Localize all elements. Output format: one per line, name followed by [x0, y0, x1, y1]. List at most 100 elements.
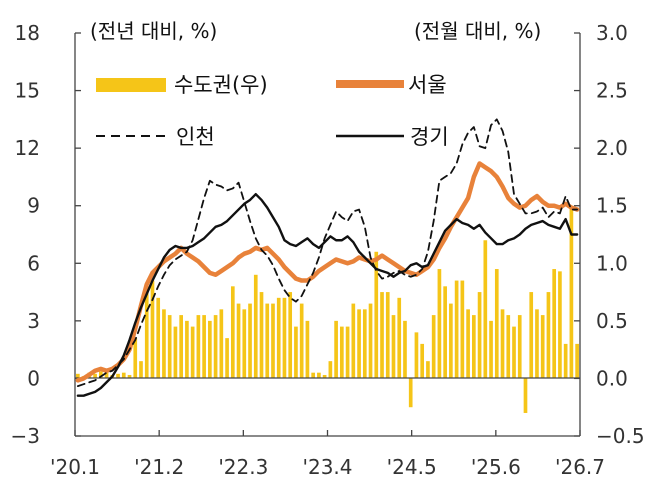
bar — [575, 343, 579, 379]
bar — [449, 303, 453, 379]
bar — [535, 309, 539, 379]
bar — [242, 309, 247, 379]
bar — [173, 326, 178, 379]
left-tick-label: 6 — [27, 251, 40, 275]
right-axis-unit-label: (전월 대비, %) — [414, 19, 541, 43]
left-tick-label: 15 — [15, 79, 40, 103]
right-tick-label: 2.5 — [596, 79, 628, 103]
bar — [98, 371, 103, 379]
bar — [167, 315, 172, 379]
left-tick-label: 0 — [27, 366, 40, 390]
left-axis-unit-label: (전년 대비, %) — [90, 19, 217, 43]
legend-label-seoul: 서울 — [408, 73, 447, 97]
bar — [569, 205, 574, 379]
bar — [190, 326, 195, 379]
bar-series-sudogwon — [76, 205, 579, 413]
bar — [546, 292, 551, 379]
bar — [558, 271, 562, 379]
bar — [460, 280, 465, 379]
left-tick-label: 12 — [15, 136, 40, 160]
bar — [230, 286, 235, 379]
bar — [179, 315, 183, 379]
bar — [506, 315, 511, 379]
right-tick-label: 2.0 — [596, 136, 628, 160]
bar — [202, 315, 206, 379]
bar — [420, 343, 425, 379]
left-tick-label: 18 — [15, 21, 40, 45]
bar — [150, 280, 155, 379]
bar — [380, 292, 384, 379]
line-series-경기 — [76, 193, 579, 397]
bar — [236, 303, 241, 379]
bar — [368, 303, 373, 379]
bar — [351, 303, 356, 379]
bar — [374, 251, 379, 379]
bar — [345, 326, 350, 379]
bar — [472, 315, 476, 379]
bar — [299, 303, 304, 379]
bar — [139, 361, 143, 379]
bar — [322, 374, 327, 379]
bar — [317, 372, 321, 379]
bar — [116, 373, 120, 379]
bar — [127, 374, 132, 379]
bar — [265, 303, 270, 379]
bar — [162, 309, 166, 379]
bar — [248, 303, 252, 379]
bar — [259, 292, 264, 379]
bar — [500, 309, 505, 379]
line-series — [75, 118, 580, 397]
bar — [196, 315, 201, 379]
legend-label-sudogwon: 수도권(우) — [174, 73, 268, 97]
bar — [466, 309, 470, 379]
bar — [454, 280, 459, 379]
tick-labels: 18 3.0 15 2.5 12 2.0 9 1.5 6 1.0 3 0.5 0 0.0 −3 −0.5 '20… — [11, 21, 645, 479]
bar — [213, 315, 218, 379]
bar — [208, 320, 212, 379]
bar — [563, 343, 568, 379]
bar — [385, 292, 390, 379]
right-tick-label: 0.5 — [596, 309, 628, 333]
bar — [517, 315, 522, 379]
x-tick-label: '20.1 — [50, 455, 100, 479]
bar — [93, 373, 97, 379]
bar — [431, 315, 436, 379]
bar — [185, 320, 189, 379]
bar — [219, 309, 224, 379]
x-tick-label: '23.4 — [302, 455, 352, 479]
right-tick-label: −0.5 — [596, 424, 645, 448]
right-tick-label: 1.0 — [596, 251, 628, 275]
x-tick-label: '26.7 — [555, 455, 605, 479]
bar — [76, 373, 80, 379]
right-tick-label: 0.0 — [596, 366, 628, 390]
legend: 수도권(우) 서울 인천 경기 — [96, 73, 449, 149]
bar — [403, 320, 407, 379]
bar — [529, 292, 534, 379]
bar — [494, 269, 499, 379]
bar — [340, 326, 344, 379]
bar — [121, 372, 126, 379]
legend-label-incheon: 인천 — [176, 125, 215, 149]
bar — [408, 378, 413, 408]
bar — [253, 274, 258, 379]
bar — [156, 297, 161, 379]
left-tick-label: 9 — [27, 194, 40, 218]
bar — [225, 338, 229, 379]
bar — [294, 326, 298, 379]
bar — [288, 292, 293, 379]
bar — [144, 286, 149, 379]
bar — [311, 372, 315, 379]
bar — [334, 320, 338, 379]
x-tick-label: '21.2 — [134, 455, 184, 479]
x-tick-label: '24.5 — [387, 455, 437, 479]
bar — [328, 361, 333, 379]
right-tick-label: 3.0 — [596, 21, 628, 45]
x-tick-label: '25.6 — [471, 455, 521, 479]
bar — [426, 361, 430, 379]
bar — [489, 320, 493, 379]
bar — [552, 269, 557, 379]
bar — [443, 286, 447, 379]
bar — [271, 303, 275, 379]
bar — [276, 297, 281, 379]
